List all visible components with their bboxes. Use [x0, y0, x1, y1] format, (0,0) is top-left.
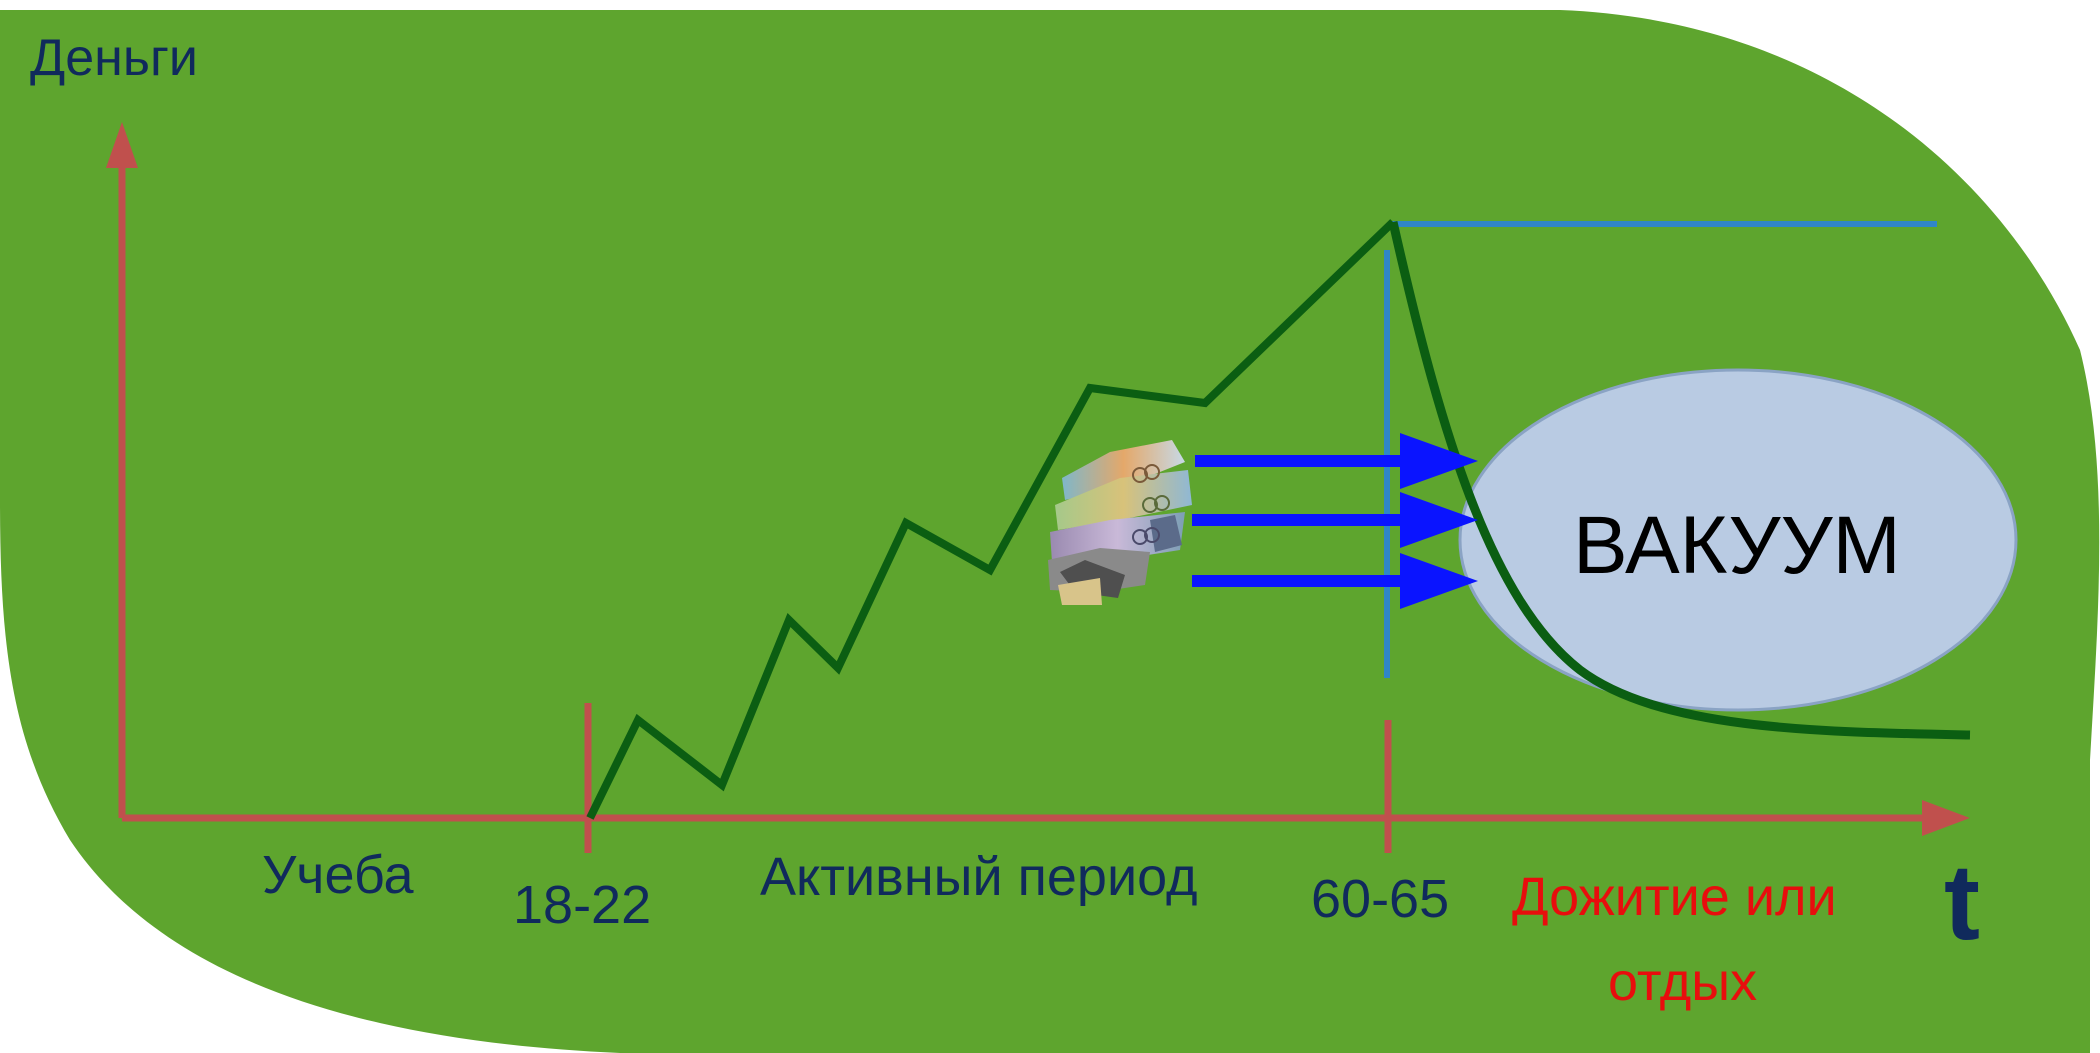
survival-label-line2: отдых	[1608, 952, 1758, 1012]
right-arrow-icon	[1192, 492, 1478, 548]
right-arrow-icon	[1195, 433, 1478, 489]
active-period-label: Активный период	[760, 847, 1198, 907]
age-retire-label: 60-65	[1311, 869, 1450, 929]
y-axis-arrowhead	[106, 122, 138, 168]
background-shape	[0, 10, 2100, 1053]
y-axis-label: Деньги	[30, 29, 198, 87]
vacuum-label: ВАКУУМ	[1573, 500, 1901, 591]
banknotes-icon	[1048, 440, 1192, 605]
x-axis-arrowhead	[1922, 800, 1970, 836]
vacuum-ellipse	[1458, 368, 2018, 712]
axes	[106, 122, 1970, 853]
study-label: Учеба	[262, 845, 414, 905]
money-curve	[586, 219, 1396, 820]
survival-label-line1: Дожитие или	[1512, 867, 1837, 927]
arrows	[1192, 433, 1478, 609]
right-arrow-icon	[1192, 553, 1478, 609]
age-start-label: 18-22	[513, 875, 652, 935]
money-decline-curve	[1388, 221, 1971, 740]
x-axis-label: t	[1944, 841, 1980, 962]
